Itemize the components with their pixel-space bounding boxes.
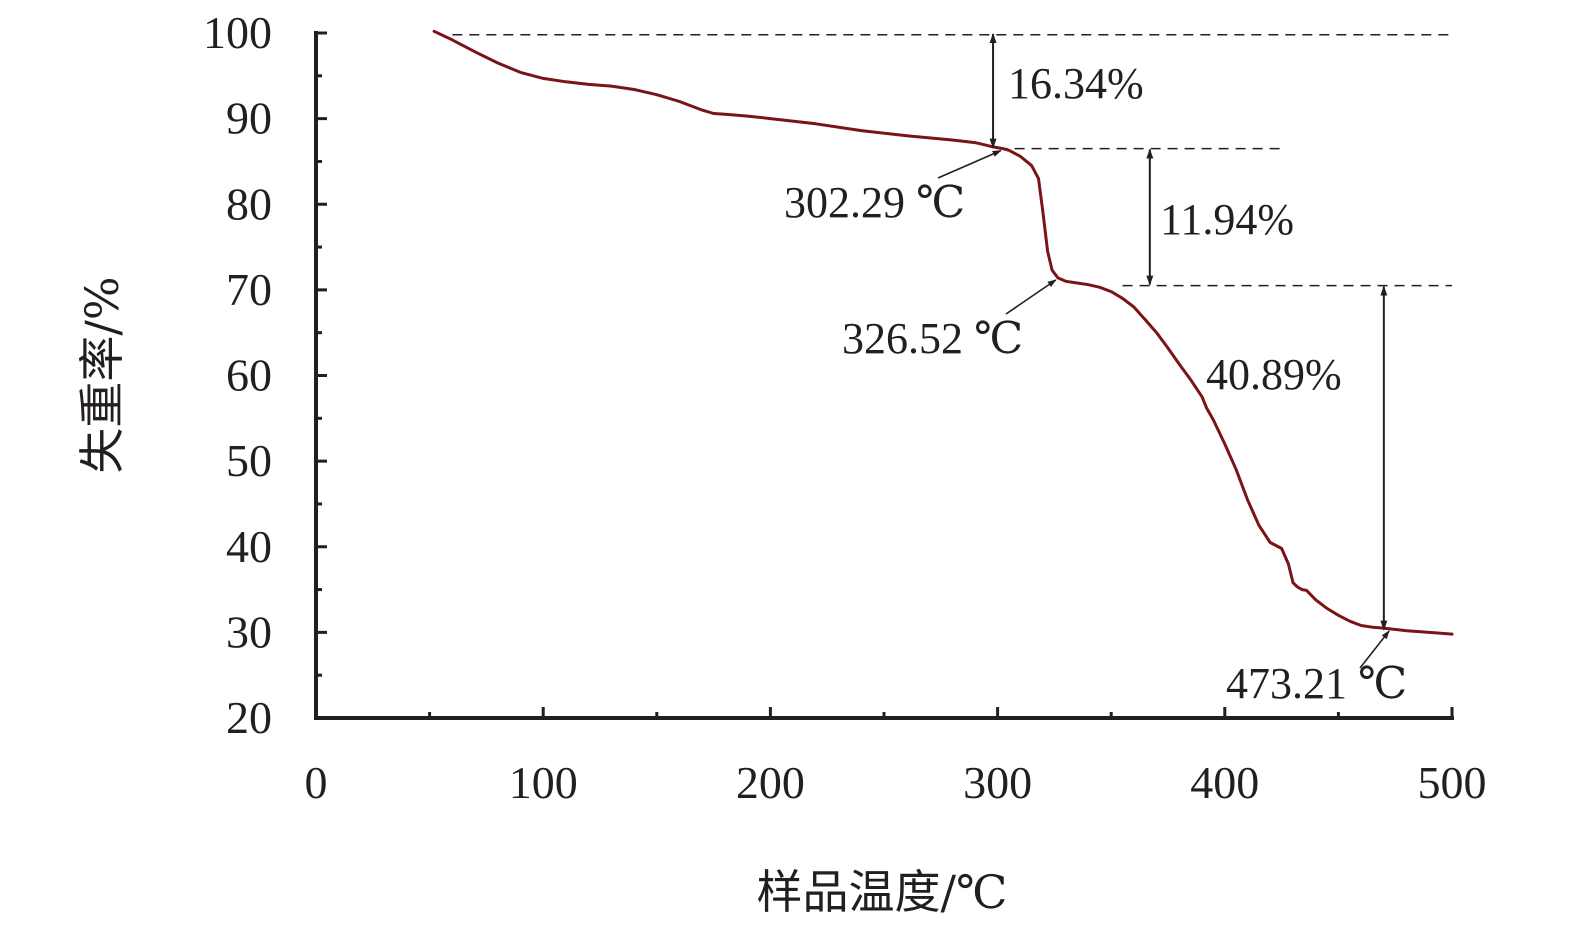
pointer-arrow-1: [937, 149, 1002, 179]
x-tick-label-500: 500: [1418, 757, 1487, 808]
percent-label-2: 11.94%: [1160, 195, 1294, 244]
x-tick-label-100: 100: [509, 757, 578, 808]
y-tick-label-60: 60: [226, 350, 272, 401]
series-layer: [432, 29, 1454, 636]
pointer-arrow-3: [1359, 630, 1390, 669]
x-tick-label-200: 200: [736, 757, 805, 808]
pointer-arrow-2: [1005, 279, 1057, 315]
temperature-label-1: 302.29 ℃: [784, 178, 965, 227]
x-axis-label: 样品温度/℃: [757, 865, 1008, 919]
y-tick-label-70: 70: [226, 264, 272, 315]
temperature-label-3: 473.21 ℃: [1226, 659, 1407, 708]
axes: 20 30 40 50 60 70 80 90 100 0 100 200 300 400 500: [203, 7, 1487, 808]
percent-label-1: 16.34%: [1008, 59, 1144, 108]
series-line-1: [432, 29, 1454, 636]
y-tick-label-90: 90: [226, 93, 272, 144]
x-tick-label-400: 400: [1190, 757, 1259, 808]
y-tick-label-40: 40: [226, 521, 272, 572]
y-tick-label-100: 100: [203, 7, 272, 58]
y-axis-label: 失重率/%: [75, 276, 129, 473]
reference-lines: [452, 33, 1452, 287]
y-tick-label-80: 80: [226, 178, 272, 229]
y-tick-label-50: 50: [226, 435, 272, 486]
x-tick-label-0: 0: [305, 757, 328, 808]
x-tick-label-300: 300: [963, 757, 1032, 808]
y-tick-label-30: 30: [226, 606, 272, 657]
temperature-label-2: 326.52 ℃: [842, 314, 1023, 363]
percent-label-3: 40.89%: [1206, 350, 1342, 399]
annotation-layer: 16.34% 11.94% 40.89% 302.29 ℃ 326.52 ℃ 473.21…: [784, 33, 1407, 708]
y-tick-label-20: 20: [226, 692, 272, 743]
